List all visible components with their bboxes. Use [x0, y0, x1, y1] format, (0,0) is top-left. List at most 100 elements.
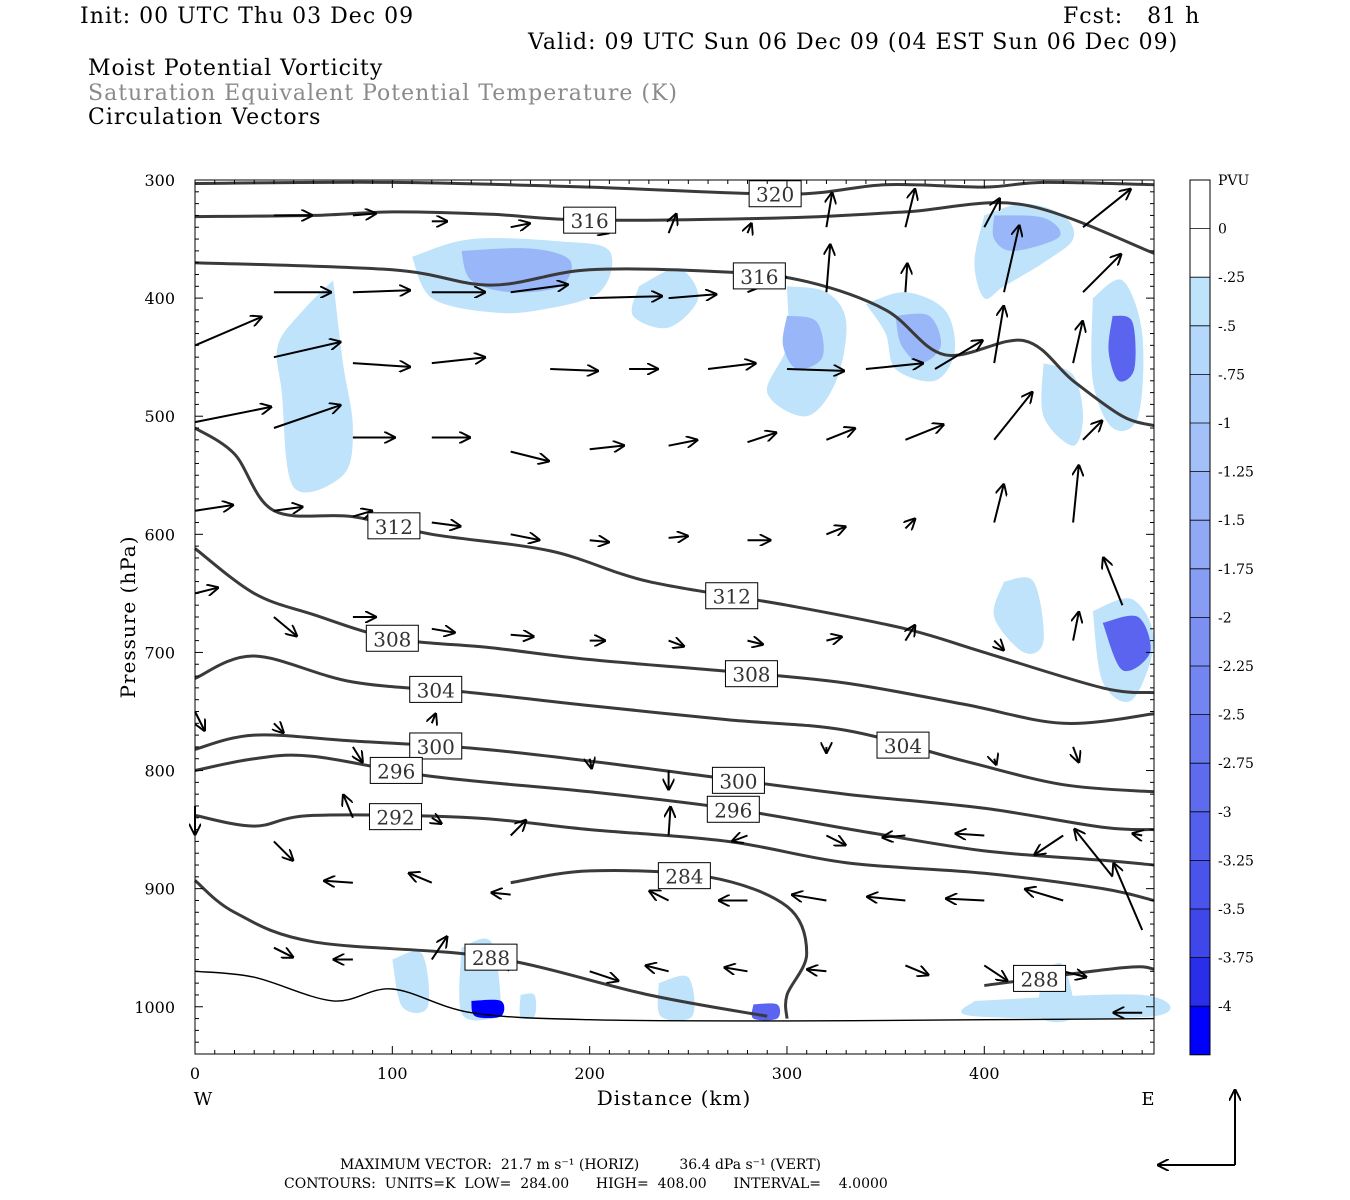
circulation-vector: [1114, 864, 1144, 931]
circulation-vector: [650, 891, 670, 902]
circulation-vector: [669, 214, 677, 234]
y-tick-label: 800: [144, 762, 175, 781]
contour-label-312: 312: [367, 512, 421, 540]
contour-label-320: 320: [748, 180, 802, 208]
circulation-vector: [747, 641, 763, 645]
svg-text:320: 320: [756, 183, 794, 207]
circulation-vector: [668, 294, 717, 298]
circulation-vector: [430, 937, 447, 961]
circulation-vector: [510, 534, 540, 540]
pv-colorbar: 0 -.25 -.5 -.75 -1 -1.25 -1.5 -1.75 -2 -2.25 -2.5 -…: [1189, 179, 1254, 1056]
circulation-vector: [510, 635, 534, 637]
circulation-vector: [904, 189, 915, 228]
pv-region-16: [392, 951, 430, 1014]
circulation-vector: [825, 834, 845, 846]
circulation-vector: [194, 407, 271, 424]
colorbar-level-label: -1: [1218, 416, 1232, 432]
contour-label-304: 304: [876, 731, 930, 759]
colorbar-swatch: [1190, 568, 1210, 618]
axes: 300 400 500 600 700 800 900 1000 0 100 200 300 400: [134, 171, 1154, 1083]
svg-text:296: 296: [377, 759, 415, 783]
pv-region-21: [751, 1003, 781, 1021]
svg-text:308: 308: [732, 663, 770, 687]
circulation-vector: [668, 536, 688, 538]
circulation-vector: [273, 946, 293, 958]
circulation-vector: [993, 485, 1004, 523]
max-vector-note: MAXIMUM VECTOR: 21.7 m s⁻¹ (HORIZ) 36.4 …: [340, 1157, 822, 1173]
x-tick-label: 200: [574, 1064, 605, 1083]
contour-line-292: [194, 813, 1155, 902]
contour-label-288: 288: [464, 943, 518, 971]
circulation-vector: [273, 840, 293, 860]
circulation-vector: [273, 342, 341, 359]
contour-label-300: 300: [409, 732, 463, 760]
x-tick-label: 0: [190, 1064, 200, 1083]
field-mpv-title: Moist Potential Vorticity: [88, 56, 384, 81]
pv-region-2: [461, 248, 572, 293]
colorbar-swatch: [1190, 180, 1210, 229]
colorbar-level-label: -3.75: [1218, 951, 1254, 967]
circulation-vector: [589, 296, 662, 298]
circulation-vector: [352, 511, 372, 517]
circulation-vector: [826, 245, 830, 293]
circulation-vector: [510, 285, 568, 294]
circulation-vector: [1072, 321, 1083, 364]
circulation-vector: [1035, 834, 1064, 855]
circulation-vector: [343, 795, 354, 819]
circulation-vector: [409, 873, 433, 884]
circulation-vector: [905, 964, 928, 975]
svg-text:292: 292: [376, 806, 414, 830]
circulation-vector: [826, 428, 855, 441]
terrain-surface-line: [194, 970, 1155, 1022]
circulation-vector: [273, 616, 297, 636]
contour-info-note: CONTOURS: UNITS=K LOW= 284.00 HIGH= 408.…: [284, 1176, 888, 1192]
svg-text:304: 304: [884, 734, 922, 758]
circulation-vector: [668, 641, 684, 647]
colorbar-level-label: -2.75: [1218, 756, 1254, 772]
circulation-vector: [983, 964, 1007, 980]
svg-text:312: 312: [375, 515, 413, 539]
contour-line-304: [194, 654, 1155, 794]
contour-label-284: 284: [657, 862, 711, 890]
circulation-vector: [1073, 612, 1079, 641]
contour-line-288: [194, 879, 768, 1018]
circulation-vector: [353, 746, 363, 762]
circulation-vector: [352, 290, 410, 292]
colorbar-swatch: [1190, 617, 1210, 666]
circulation-vector: [732, 836, 748, 842]
circulation-vector: [807, 969, 827, 971]
reference-vector-icon: [1158, 1090, 1235, 1165]
y-tick-label: 900: [144, 880, 175, 899]
y-tick-label: 600: [144, 525, 175, 544]
circulation-vector: [194, 711, 205, 731]
pv-region-12: [1108, 315, 1136, 382]
colorbar-level-label: -2.25: [1218, 659, 1254, 675]
contour-line-296: [194, 753, 1155, 867]
circulation-vector: [905, 519, 915, 529]
forecast-hour: Fcst: 81 h: [1063, 4, 1201, 29]
colorbar-swatch: [1190, 520, 1210, 569]
circulation-vector: [1082, 189, 1131, 228]
y-tick-label: 300: [144, 171, 175, 190]
circulation-vector: [1062, 971, 1086, 977]
colorbar-swatch: [1190, 423, 1210, 472]
circulation-vector: [492, 893, 511, 895]
circulation-vector: [905, 425, 943, 441]
circulation-vector: [646, 966, 669, 972]
pv-region-10: [1041, 363, 1083, 446]
circulation-vector: [432, 818, 442, 824]
circulation-vector: [792, 895, 827, 901]
circulation-vector: [668, 440, 698, 446]
circulation-vector: [274, 723, 284, 733]
contour-line-316: [194, 261, 1155, 428]
contour-line-284: [510, 869, 809, 1019]
pv-region-20: [657, 975, 695, 1021]
circulation-vector: [934, 341, 983, 370]
svg-text:296: 296: [714, 798, 752, 822]
circulation-vector: [905, 264, 907, 293]
contour-label-308: 308: [365, 624, 419, 652]
init-time: Init: 00 UTC Thu 03 Dec 09: [80, 4, 415, 29]
circulation-vector: [352, 214, 376, 216]
circulation-vector: [1003, 226, 1019, 293]
circulation-vector: [589, 540, 609, 542]
